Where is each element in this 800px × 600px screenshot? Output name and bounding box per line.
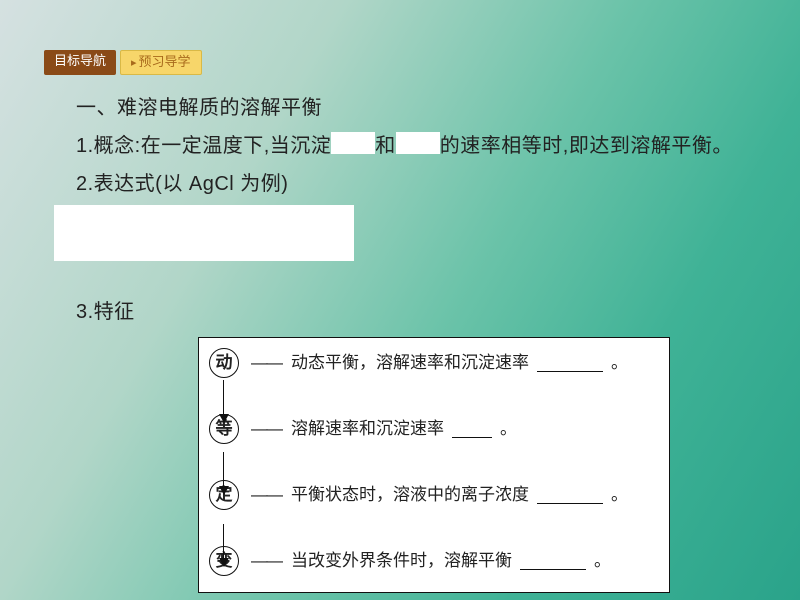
feature-tail-2: 。 [500, 419, 517, 439]
arrow-down-icon [219, 486, 229, 495]
features-box: 动 —— 动态平衡，溶解速率和沉淀速率 。 等 —— 溶解速率和沉淀速率 。 定… [198, 337, 670, 593]
tab-preview[interactable]: ▸预习导学 [120, 50, 202, 75]
feature-row-2: 等 —— 溶解速率和沉淀速率 。 [209, 414, 659, 444]
blank-1 [331, 132, 375, 154]
paragraph-features: 3.特征 [36, 293, 764, 331]
tab-objectives[interactable]: 目标导航 [44, 50, 116, 75]
slide-content: 目标导航 ▸预习导学 一、难溶电解质的溶解平衡 1.概念:在一定温度下,当沉淀 和… [0, 0, 800, 593]
feature-circle-ding: 定 [209, 480, 239, 510]
dash: —— [251, 551, 281, 571]
paragraph-concept: 1.概念:在一定温度下,当沉淀 和 的速率相等时,即达到溶解平衡。 [36, 127, 764, 165]
chevron-right-icon: ▸ [131, 57, 137, 69]
feature-circle-dong: 动 [209, 348, 239, 378]
feature-blank-2 [452, 421, 492, 438]
feature-blank-4 [520, 553, 586, 570]
arrow-down-icon [219, 558, 229, 567]
arrow-down-icon [219, 414, 229, 423]
feature-text-1: 动态平衡，溶解速率和沉淀速率 [291, 353, 529, 373]
feature-tail-1: 。 [611, 353, 628, 373]
dash: —— [251, 353, 281, 373]
dash: —— [251, 419, 281, 439]
tab-preview-label: 预习导学 [139, 54, 191, 69]
feature-row-3: 定 —— 平衡状态时，溶液中的离子浓度 。 [209, 480, 659, 510]
feature-blank-3 [537, 487, 603, 504]
feature-blank-1 [537, 355, 603, 372]
p1-part-a: 1.概念:在一定温度下,当沉淀 [76, 135, 331, 157]
feature-tail-4: 。 [594, 551, 611, 571]
p1-part-b: 的速率相等时,即达到溶解平衡。 [440, 135, 733, 157]
feature-text-2: 溶解速率和沉淀速率 [291, 419, 444, 439]
dash: —— [251, 485, 281, 505]
blank-2 [396, 132, 440, 154]
feature-text-4: 当改变外界条件时，溶解平衡 [291, 551, 512, 571]
connector-3 [223, 524, 224, 560]
feature-tail-3: 。 [611, 485, 628, 505]
connector-1 [223, 380, 224, 416]
expression-period: 。 [356, 255, 764, 293]
section-heading: 一、难溶电解质的溶解平衡 [36, 89, 764, 127]
feature-row-4: 变 —— 当改变外界条件时，溶解平衡 。 [209, 546, 659, 576]
p1-mid: 和 [375, 135, 396, 157]
connector-2 [223, 452, 224, 488]
feature-row-1: 动 —— 动态平衡，溶解速率和沉淀速率 。 [209, 348, 659, 378]
feature-text-3: 平衡状态时，溶液中的离子浓度 [291, 485, 529, 505]
expression-blank-box [54, 205, 354, 261]
paragraph-expression: 2.表达式(以 AgCl 为例) [36, 165, 764, 203]
tab-bar: 目标导航 ▸预习导学 [44, 50, 764, 75]
